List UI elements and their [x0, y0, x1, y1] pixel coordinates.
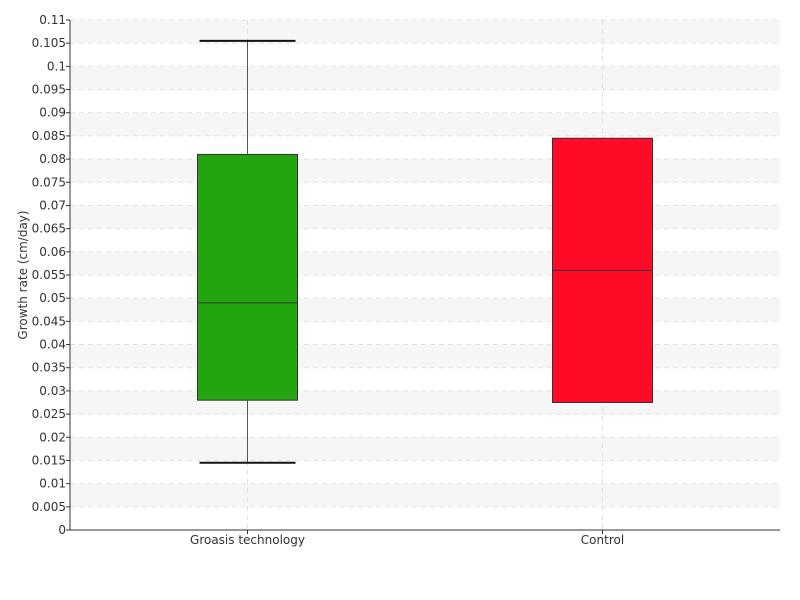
grid-band — [70, 251, 780, 275]
y-tick-label: 0 — [58, 523, 66, 537]
y-ticks: 0 0.005 0.01 0.015 0.02 0.025 0.03 0.035 0.04 0.0… — [32, 13, 70, 537]
grid-band — [70, 344, 780, 368]
grid-band — [70, 159, 780, 183]
boxes — [197, 39, 653, 464]
y-tick-label: 0.07 — [39, 198, 66, 212]
y-tick-label: 0.11 — [39, 13, 66, 27]
grid-band — [70, 390, 780, 415]
y-tick-label: 0.015 — [32, 453, 66, 467]
y-tick-label: 0.09 — [39, 106, 66, 120]
y-tick-label: 0.04 — [39, 338, 66, 352]
y-tick-label: 0.075 — [32, 175, 66, 189]
y-tick-label: 0.05 — [39, 291, 66, 305]
grid-bands — [70, 20, 780, 507]
grid-lines — [70, 19, 780, 530]
x-ticks: Groasis technology Control — [190, 530, 624, 547]
grid-band — [70, 437, 780, 461]
grid-band — [70, 205, 780, 229]
y-tick-label: 0.1 — [47, 59, 66, 73]
y-tick-label: 0.005 — [32, 500, 66, 514]
y-tick-label: 0.065 — [32, 222, 66, 236]
y-tick-label: 0.095 — [32, 83, 66, 97]
x-tick-label: Control — [581, 533, 624, 547]
y-tick-label: 0.08 — [39, 152, 66, 166]
box-iqr — [197, 153, 298, 401]
box-1 — [552, 137, 653, 404]
x-tick-label: Groasis technology — [190, 533, 305, 547]
grid-band — [70, 112, 780, 136]
grid-band — [70, 298, 780, 322]
y-tick-label: 0.06 — [39, 245, 66, 259]
y-tick-label: 0.01 — [39, 477, 66, 491]
box-0 — [197, 39, 298, 464]
y-tick-label: 0.035 — [32, 361, 66, 375]
y-tick-label: 0.055 — [32, 268, 66, 282]
y-tick-label: 0.085 — [32, 129, 66, 143]
grid-band — [70, 483, 780, 507]
y-axis-title: Growth rate (cm/day) — [16, 210, 30, 339]
y-tick-label: 0.03 — [39, 384, 66, 398]
y-tick-label: 0.105 — [32, 36, 66, 50]
grid-band — [70, 66, 780, 90]
grid-band — [70, 20, 780, 44]
y-tick-label: 0.02 — [39, 430, 66, 444]
y-tick-label: 0.045 — [32, 314, 66, 328]
y-tick-label: 0.025 — [32, 407, 66, 421]
